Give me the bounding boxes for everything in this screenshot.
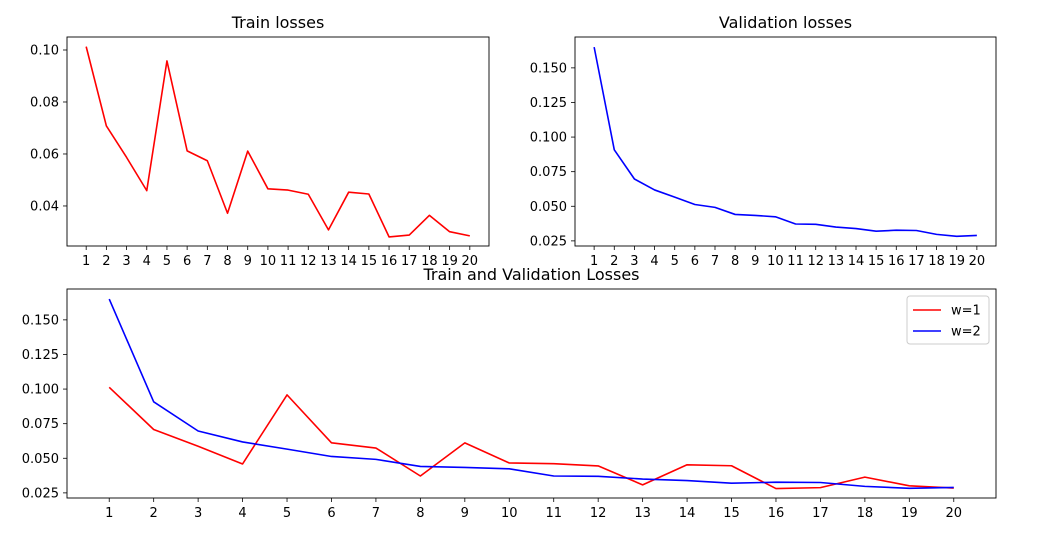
train-x-tick-label: 20 bbox=[462, 254, 479, 269]
train-x-tick-label: 2 bbox=[102, 254, 110, 269]
train-y-tick-label: 0.04 bbox=[30, 199, 59, 214]
combined-series-line-w-2 bbox=[108, 298, 954, 490]
train-x-tick-label: 3 bbox=[122, 254, 130, 269]
validation-x-tick-label: 10 bbox=[767, 254, 784, 269]
validation-x-tick-label: 19 bbox=[948, 254, 965, 269]
train-y-tick-label: 0.10 bbox=[30, 43, 59, 58]
train-x-tick-label: 11 bbox=[280, 254, 297, 269]
train-y-tick-label: 0.06 bbox=[30, 147, 59, 162]
combined-x-tick-label: 17 bbox=[812, 506, 829, 521]
combined-y-tick-label: 0.150 bbox=[22, 313, 59, 328]
combined-x-tick-label: 12 bbox=[590, 506, 607, 521]
validation-y-tick-label: 0.125 bbox=[530, 96, 567, 111]
combined-x-tick-label: 7 bbox=[372, 506, 380, 521]
validation-x-tick-label: 9 bbox=[751, 254, 759, 269]
combined-x-tick-label: 18 bbox=[857, 506, 874, 521]
train-x-tick-label: 18 bbox=[421, 254, 438, 269]
validation-y-tick-label: 0.150 bbox=[530, 61, 567, 76]
validation-x-tick-label: 20 bbox=[969, 254, 986, 269]
validation-x-tick-label: 2 bbox=[610, 254, 618, 269]
legend-box bbox=[906, 295, 990, 345]
train-x-tick-label: 6 bbox=[183, 254, 191, 269]
validation-y-tick-label: 0.075 bbox=[530, 165, 567, 180]
train-x-tick-label: 9 bbox=[244, 254, 252, 269]
combined-x-tick-label: 19 bbox=[901, 506, 918, 521]
validation-x-tick-label: 4 bbox=[650, 254, 658, 269]
train-x-tick-label: 12 bbox=[300, 254, 317, 269]
validation-x-tick-label: 8 bbox=[731, 254, 739, 269]
train-x-tick-label: 19 bbox=[441, 254, 458, 269]
train-x-tick-label: 5 bbox=[163, 254, 171, 269]
validation-series-line-validation bbox=[593, 46, 977, 238]
train-series-line-train bbox=[85, 46, 470, 238]
combined-series-line-w-1 bbox=[108, 386, 954, 490]
combined-x-tick-label: 14 bbox=[679, 506, 696, 521]
validation-y-tick-label: 0.025 bbox=[530, 234, 567, 249]
validation-x-tick-label: 3 bbox=[630, 254, 638, 269]
validation-x-tick-label: 7 bbox=[711, 254, 719, 269]
combined-x-tick-label: 3 bbox=[194, 506, 202, 521]
combined-x-tick-label: 5 bbox=[283, 506, 291, 521]
legend-label: w=2 bbox=[951, 325, 981, 340]
combined-axes-frame bbox=[66, 288, 997, 499]
combined-chart-title: Train and Validation Losses bbox=[422, 265, 639, 284]
validation-x-tick-label: 14 bbox=[848, 254, 865, 269]
train-axes-frame bbox=[66, 36, 490, 247]
combined-x-tick-label: 16 bbox=[768, 506, 785, 521]
combined-x-tick-label: 6 bbox=[327, 506, 335, 521]
validation-x-tick-label: 18 bbox=[928, 254, 945, 269]
train-chart-title: Train losses bbox=[231, 13, 325, 32]
combined-y-tick-label: 0.025 bbox=[22, 486, 59, 501]
combined-x-tick-label: 15 bbox=[723, 506, 740, 521]
legend: w=1w=2 bbox=[906, 295, 990, 345]
train-x-tick-label: 17 bbox=[401, 254, 418, 269]
validation-x-tick-label: 5 bbox=[671, 254, 679, 269]
validation-x-tick-label: 1 bbox=[590, 254, 598, 269]
combined-x-tick-label: 8 bbox=[416, 506, 424, 521]
validation-y-tick-label: 0.050 bbox=[530, 200, 567, 215]
combined-x-tick-label: 10 bbox=[501, 506, 518, 521]
validation-x-tick-label: 16 bbox=[888, 254, 905, 269]
combined-x-tick-label: 20 bbox=[945, 506, 962, 521]
train-x-tick-label: 16 bbox=[381, 254, 398, 269]
validation-x-tick-label: 11 bbox=[787, 254, 804, 269]
combined-x-tick-label: 9 bbox=[461, 506, 469, 521]
train-x-tick-label: 15 bbox=[361, 254, 378, 269]
combined-x-tick-label: 13 bbox=[634, 506, 651, 521]
combined-y-tick-label: 0.050 bbox=[22, 452, 59, 467]
validation-y-tick-label: 0.100 bbox=[530, 131, 567, 146]
train-x-tick-label: 7 bbox=[203, 254, 211, 269]
train-x-tick-label: 10 bbox=[260, 254, 277, 269]
combined-y-tick-label: 0.075 bbox=[22, 417, 59, 432]
train-x-tick-label: 8 bbox=[223, 254, 231, 269]
combined-x-tick-label: 2 bbox=[150, 506, 158, 521]
validation-chart-title: Validation losses bbox=[719, 13, 852, 32]
combined-x-tick-label: 11 bbox=[545, 506, 562, 521]
legend-label: w=1 bbox=[951, 304, 981, 319]
combined-y-tick-label: 0.125 bbox=[22, 348, 59, 363]
validation-x-tick-label: 15 bbox=[868, 254, 885, 269]
validation-axes-frame bbox=[574, 36, 997, 247]
train-x-tick-label: 13 bbox=[320, 254, 337, 269]
train-x-tick-label: 14 bbox=[340, 254, 357, 269]
validation-x-tick-label: 12 bbox=[807, 254, 824, 269]
train-x-tick-label: 1 bbox=[82, 254, 90, 269]
combined-x-tick-label: 1 bbox=[105, 506, 113, 521]
validation-x-tick-label: 6 bbox=[691, 254, 699, 269]
validation-x-tick-label: 17 bbox=[908, 254, 925, 269]
train-x-tick-label: 4 bbox=[143, 254, 151, 269]
combined-y-tick-label: 0.100 bbox=[22, 383, 59, 398]
validation-x-tick-label: 13 bbox=[828, 254, 845, 269]
combined-x-tick-label: 4 bbox=[238, 506, 246, 521]
train-y-tick-label: 0.08 bbox=[30, 95, 59, 110]
